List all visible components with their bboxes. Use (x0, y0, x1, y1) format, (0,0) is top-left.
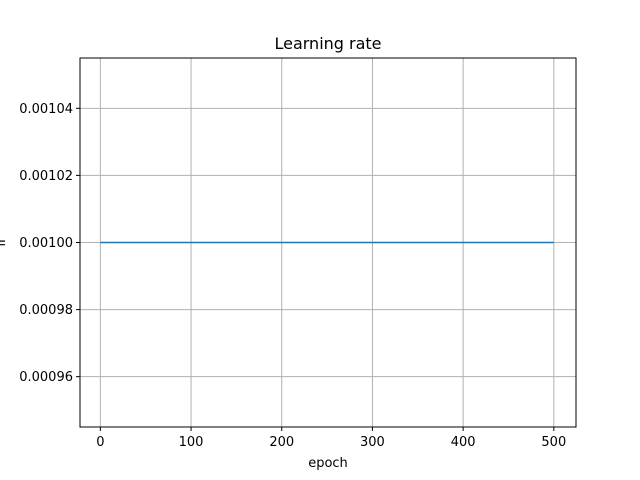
y-tick-label: 0.00100 (19, 236, 73, 251)
x-tick-label: 300 (360, 435, 385, 450)
x-tick-label: 0 (96, 435, 104, 450)
y-tick-label: 0.00102 (19, 169, 73, 184)
y-axis-ticks: 0.00096 0.00098 0.00100 0.00102 0.00104 (19, 102, 80, 385)
x-axis-label: epoch (308, 456, 348, 471)
y-tick-label: 0.00104 (19, 102, 73, 117)
x-tick-label: 400 (451, 435, 476, 450)
x-tick-label: 500 (541, 435, 566, 450)
x-axis-ticks: 0 100 200 300 400 500 (96, 427, 566, 450)
chart-title: Learning rate (274, 34, 381, 53)
x-tick-label: 100 (179, 435, 204, 450)
x-tick-label: 200 (269, 435, 294, 450)
y-axis-label: lr (0, 237, 9, 247)
y-tick-label: 0.00098 (19, 303, 73, 318)
y-tick-label: 0.00096 (19, 370, 73, 385)
